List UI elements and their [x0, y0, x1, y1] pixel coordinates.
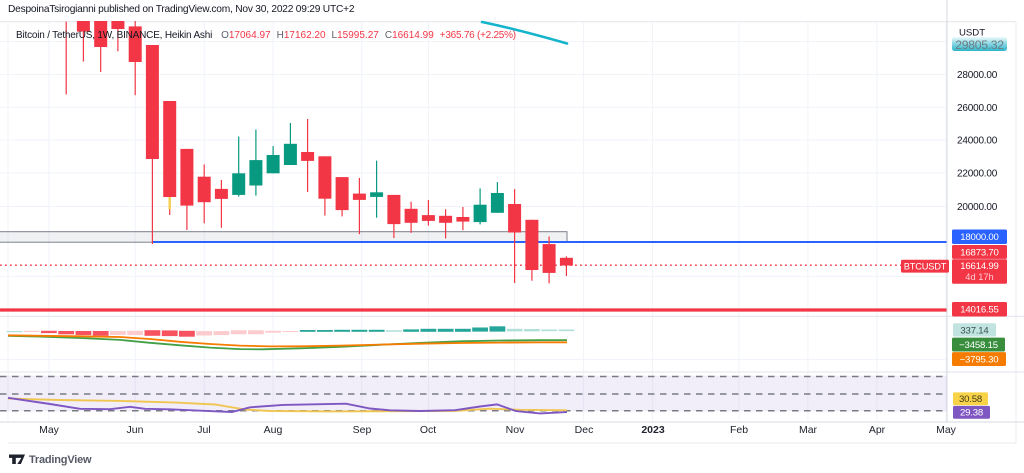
svg-text:29.38: 29.38	[960, 408, 983, 419]
svg-text:29805.32: 29805.32	[955, 38, 1004, 52]
svg-text:May: May	[936, 424, 957, 436]
svg-text:May: May	[39, 424, 60, 436]
svg-text:26000.00: 26000.00	[957, 103, 998, 114]
svg-text:20000.00: 20000.00	[957, 202, 998, 213]
svg-text:−3458.15: −3458.15	[959, 340, 998, 351]
svg-text:22000.00: 22000.00	[957, 169, 998, 180]
svg-text:Dec: Dec	[575, 424, 594, 436]
svg-text:16614.99: 16614.99	[960, 261, 998, 272]
svg-text:16873.70: 16873.70	[960, 247, 998, 258]
svg-text:Jun: Jun	[127, 424, 144, 436]
svg-text:337.14: 337.14	[960, 325, 989, 336]
svg-text:28000.00: 28000.00	[957, 70, 998, 81]
svg-text:30.58: 30.58	[959, 394, 982, 405]
svg-text:4d 17h: 4d 17h	[965, 272, 993, 282]
svg-text:Sep: Sep	[353, 424, 372, 436]
svg-text:USDT: USDT	[959, 28, 985, 39]
svg-text:Jul: Jul	[197, 424, 210, 436]
svg-text:Oct: Oct	[420, 424, 436, 436]
svg-text:Feb: Feb	[730, 424, 748, 436]
svg-text:2023: 2023	[641, 424, 665, 436]
svg-text:Apr: Apr	[869, 424, 886, 436]
svg-text:Nov: Nov	[506, 424, 525, 436]
svg-text:BTCUSDT: BTCUSDT	[904, 262, 947, 272]
svg-text:−3795.30: −3795.30	[960, 354, 999, 365]
svg-text:Mar: Mar	[799, 424, 818, 436]
svg-text:14016.55: 14016.55	[960, 305, 998, 316]
svg-text:TradingView: TradingView	[29, 454, 92, 466]
svg-text:24000.00: 24000.00	[957, 136, 998, 147]
svg-text:18000.00: 18000.00	[960, 232, 998, 243]
svg-text:Aug: Aug	[264, 424, 283, 436]
